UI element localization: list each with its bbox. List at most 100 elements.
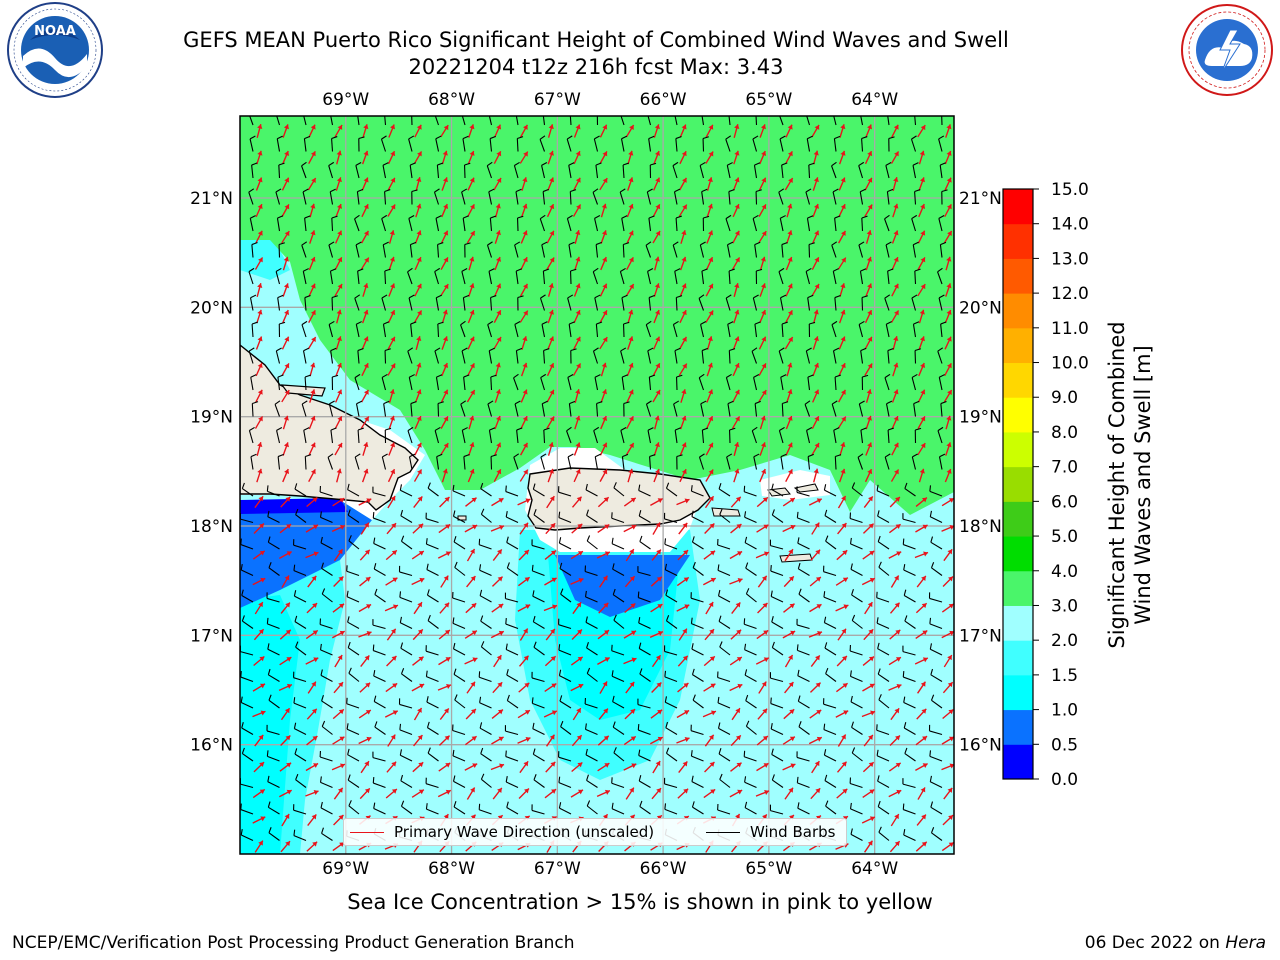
wave-arrowhead — [469, 363, 475, 369]
wave-arrowhead — [363, 204, 369, 210]
wind-barb — [319, 756, 333, 762]
wave-arrowhead — [390, 151, 396, 157]
wave-arrowhead — [284, 204, 290, 210]
colorbar-frame — [1002, 188, 1034, 780]
wind-barb-feather — [436, 294, 442, 299]
longitude-label: 68°W — [428, 90, 475, 110]
wind-barb — [437, 323, 440, 338]
wind-barb — [453, 806, 466, 815]
wave-arrowhead — [919, 468, 925, 474]
wind-barb — [357, 429, 360, 444]
wind-barb — [834, 456, 837, 470]
wind-barb — [331, 217, 334, 232]
wind-barb — [638, 490, 651, 497]
wave-arrowhead — [869, 577, 875, 583]
credit-branch: NCEP/EMC/Verification Post Processing Pr… — [12, 933, 575, 953]
wind-barb-feather — [400, 800, 405, 807]
wind-barb — [542, 116, 546, 126]
wind-barb-feather — [672, 241, 679, 246]
wave-arrowhead — [736, 657, 742, 662]
wind-barb-feather — [480, 508, 485, 515]
wind-barb — [833, 138, 837, 152]
wind-barb — [930, 648, 943, 656]
wave-arrowhead — [496, 151, 502, 157]
wind-barb — [727, 324, 731, 338]
wave-arrowhead — [840, 124, 846, 130]
wind-barb — [505, 516, 519, 523]
wave-arrowhead — [390, 177, 396, 183]
wind-barb-feather — [411, 189, 418, 193]
wind-barb-feather — [744, 776, 747, 783]
wind-barb — [566, 218, 572, 232]
wind-barb — [664, 783, 678, 789]
wind-barb-feather — [807, 374, 814, 378]
colorbar-tick-label: 5.0 — [1051, 527, 1078, 547]
wind-barb — [433, 191, 440, 205]
wind-barb — [858, 244, 864, 258]
wind-barb — [293, 702, 307, 709]
wind-barb — [613, 619, 625, 629]
wind-barb — [425, 518, 439, 524]
wave-arrowhead — [285, 629, 291, 635]
colorbar-tick-label: 3.0 — [1051, 596, 1078, 616]
wind-barb-feather — [700, 321, 707, 325]
wind-barb — [666, 620, 678, 629]
wind-barb — [373, 543, 386, 550]
wave-arrowhead — [419, 683, 425, 689]
wave-arrowhead — [284, 151, 290, 156]
wind-barb-feather — [725, 294, 732, 299]
wave-arrowhead — [363, 283, 369, 289]
wave-arrowhead — [816, 736, 822, 742]
wind-barb — [515, 116, 519, 126]
wind-barb-feather — [717, 696, 720, 703]
wind-barb — [400, 647, 413, 656]
wind-barb-feather — [699, 453, 705, 458]
wind-barb-feather — [717, 564, 720, 571]
wind-barb — [240, 676, 254, 683]
wind-barb — [638, 755, 651, 762]
wave-arrowhead — [867, 204, 873, 210]
wind-barb-feather — [301, 241, 308, 246]
wind-barb — [434, 430, 440, 444]
wave-arrowhead — [948, 709, 954, 715]
wind-barb-feather — [357, 268, 364, 272]
wind-barb-feather — [399, 616, 403, 623]
wave-arrowhead — [444, 735, 450, 741]
wind-barb-feather — [434, 267, 441, 273]
wave-arrowhead — [734, 204, 740, 210]
wave-arrowhead — [896, 683, 902, 689]
wind-barb-feather — [877, 642, 880, 649]
wind-barb-feather — [797, 537, 800, 544]
wave-arrowhead — [312, 841, 318, 847]
wind-barb-feather — [719, 508, 723, 515]
wind-barb — [884, 298, 890, 311]
wave-arrowhead — [682, 336, 687, 342]
wind-barb — [770, 703, 784, 709]
wind-barb-feather — [638, 749, 641, 756]
wave-arrowhead — [523, 761, 529, 767]
wave-arrowhead — [628, 389, 634, 395]
wind-barb — [887, 429, 890, 444]
wind-barb — [399, 703, 413, 709]
wind-barb — [887, 350, 890, 364]
wave-arrowhead — [340, 763, 345, 769]
wave-arrowhead — [788, 549, 793, 555]
wind-barb-feather — [593, 426, 600, 432]
wind-barb-feather — [248, 188, 255, 193]
wind-barb-feather — [940, 400, 947, 405]
wind-barb — [797, 649, 810, 656]
wind-barb — [779, 297, 784, 311]
wind-barb — [301, 403, 307, 417]
wind-barb — [354, 298, 360, 311]
wind-barb — [903, 544, 916, 550]
wind-barb — [321, 726, 333, 735]
wave-arrowhead — [552, 604, 558, 610]
wave-arrowhead — [390, 442, 396, 448]
wave-arrowhead — [789, 709, 795, 715]
wind-barb — [849, 782, 863, 789]
wind-barb — [533, 753, 545, 762]
wave-arrowhead — [260, 816, 266, 822]
wave-arrowhead — [868, 523, 874, 529]
wind-barb-feather — [858, 161, 865, 167]
wind-barb-feather — [381, 294, 388, 299]
